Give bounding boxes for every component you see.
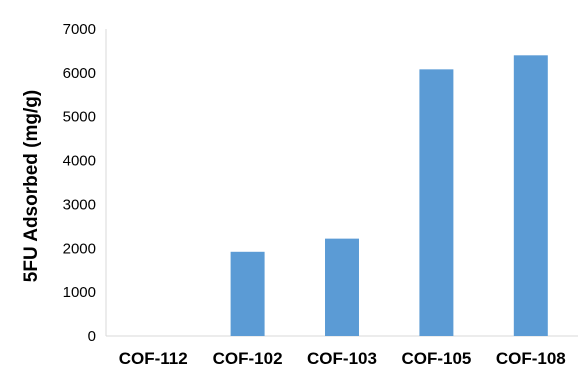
bar-cof-102 (230, 251, 265, 336)
y-tick-label: 5000 (63, 109, 96, 126)
y-tick-label: 7000 (63, 21, 96, 38)
y-tick-label: 0 (88, 328, 96, 345)
x-axis-labels: COF-112 COF-102 COF-103 COF-105 COF-108 (119, 349, 566, 368)
x-category-label: COF-102 (213, 349, 283, 368)
x-category-label: COF-105 (401, 349, 471, 368)
y-axis-ticks: 0 1000 2000 3000 4000 5000 6000 7000 (63, 21, 96, 345)
y-tick-label: 1000 (63, 284, 96, 301)
bar-cof-103 (325, 238, 359, 336)
x-category-label: COF-103 (307, 349, 377, 368)
bar-cof-108 (513, 55, 548, 337)
bar-cof-105 (419, 69, 454, 336)
y-tick-label: 3000 (63, 196, 96, 213)
x-category-label: COF-108 (496, 349, 566, 368)
y-tick-label: 2000 (63, 240, 96, 257)
bars (230, 55, 548, 337)
x-category-label: COF-112 (119, 349, 188, 368)
y-axis-title: 5FU Adsorbed (mg/g) (21, 90, 42, 282)
y-tick-label: 6000 (63, 65, 96, 82)
y-tick-label: 4000 (63, 153, 96, 170)
